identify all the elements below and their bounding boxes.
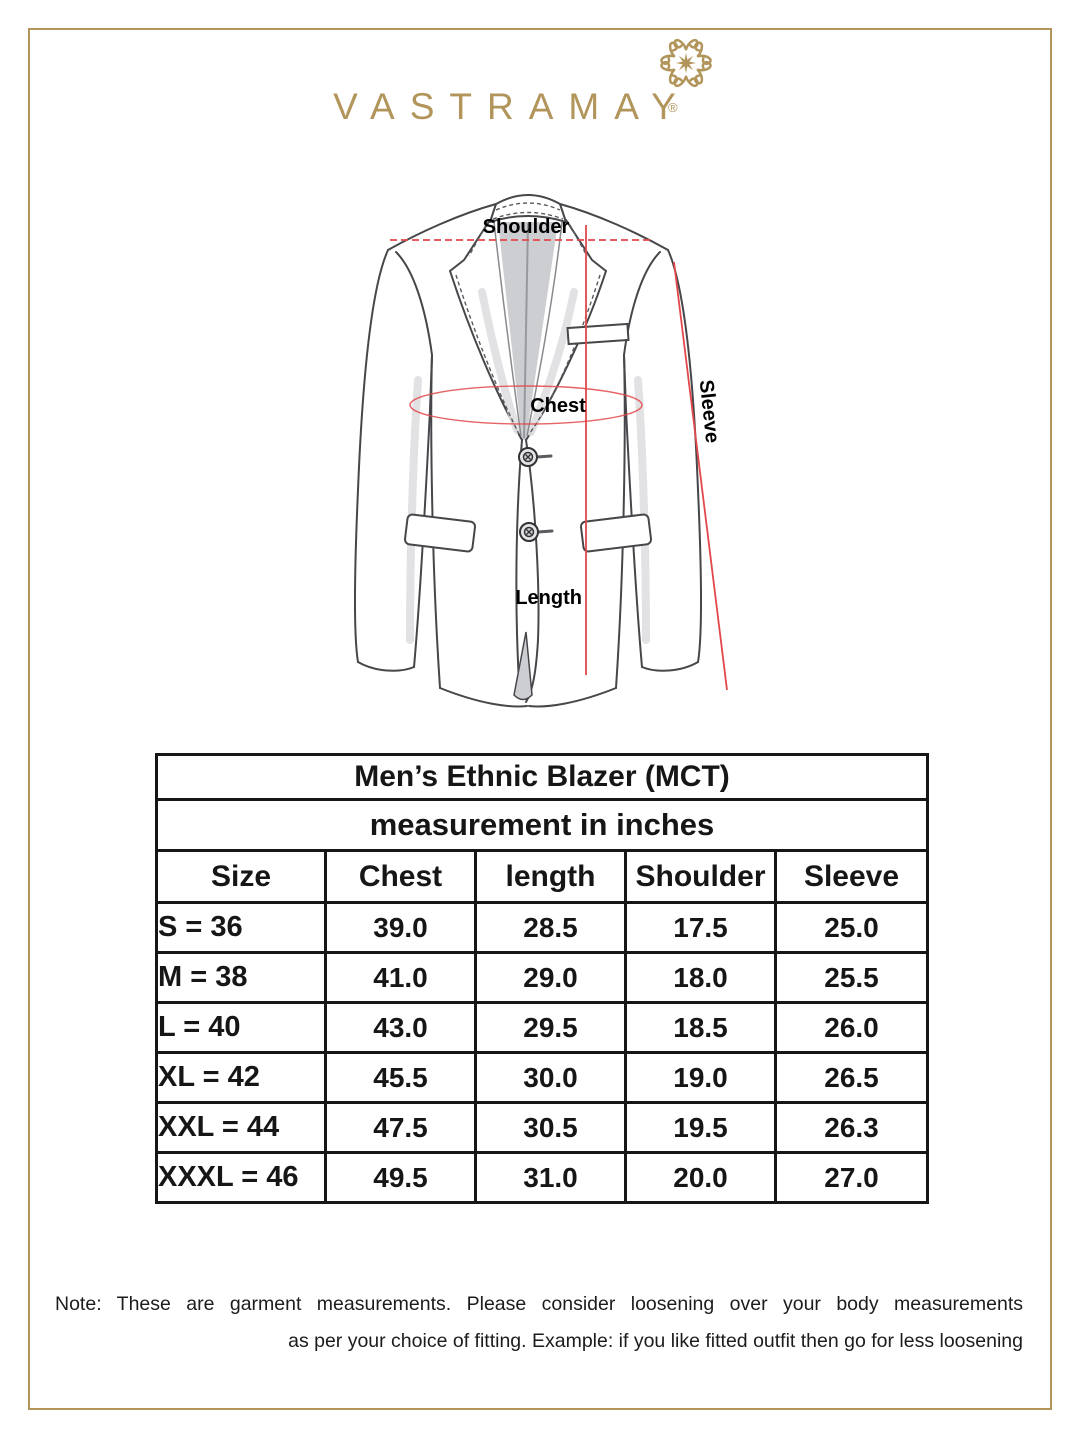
chest-cell: 47.5	[324, 1101, 477, 1154]
shoulder-cell: 18.0	[624, 951, 777, 1004]
table-subtitle: measurement in inches	[155, 798, 929, 852]
size-cell: L = 40	[155, 1001, 327, 1054]
chest-cell: 43.0	[324, 1001, 477, 1054]
brand-logo: VASTRAMAY ®	[0, 0, 1080, 150]
sleeve-label: Sleeve	[695, 379, 724, 444]
registered-trademark-symbol: ®	[668, 100, 678, 115]
size-cell: M = 38	[155, 951, 327, 1004]
table-row: XL = 42 45.5 30.0 19.0 26.5	[155, 1051, 929, 1104]
column-header-length: length	[474, 849, 627, 904]
table-row: M = 38 41.0 29.0 18.0 25.5	[155, 951, 929, 1004]
chest-pocket	[566, 322, 630, 346]
column-header-chest: Chest	[324, 849, 477, 904]
chest-cell: 41.0	[324, 951, 477, 1004]
length-cell: 29.0	[474, 951, 627, 1004]
measurement-note: Note: These are garment measurements. Pl…	[55, 1286, 1023, 1360]
length-cell: 29.5	[474, 1001, 627, 1054]
brand-wordmark: VASTRAMAY	[333, 86, 691, 127]
sleeve-cell: 26.5	[774, 1051, 929, 1104]
table-title: Men’s Ethnic Blazer (MCT)	[155, 753, 929, 801]
sleeve-cell: 25.5	[774, 951, 929, 1004]
note-line-2: as per your choice of fitting. Example: …	[288, 1330, 1023, 1352]
front-vent	[513, 631, 533, 701]
column-header-shoulder: Shoulder	[624, 849, 777, 904]
column-header-size: Size	[155, 849, 327, 904]
size-cell: XXL = 44	[155, 1101, 327, 1154]
shoulder-label: Shoulder	[483, 216, 570, 238]
brand-ornament-icon	[659, 38, 713, 88]
table-row: XXL = 44 47.5 30.5 19.5 26.3	[155, 1101, 929, 1154]
chest-cell: 39.0	[324, 901, 477, 954]
size-cell: XXXL = 46	[155, 1151, 327, 1204]
shoulder-cell: 17.5	[624, 901, 777, 954]
size-cell: XL = 42	[155, 1051, 327, 1104]
sleeve-cell: 27.0	[774, 1151, 929, 1204]
shoulder-cell: 19.0	[624, 1051, 777, 1104]
shoulder-cell: 20.0	[624, 1151, 777, 1204]
note-line-1: Note: These are garment measurements. Pl…	[55, 1293, 1023, 1315]
chest-label: Chest	[530, 395, 586, 417]
size-chart-table: Men’s Ethnic Blazer (MCT) measurement in…	[155, 753, 929, 1204]
right-flap-pocket	[579, 513, 653, 553]
sleeve-cell: 25.0	[774, 901, 929, 954]
table-subtitle-row: measurement in inches	[155, 798, 929, 852]
table-row: S = 36 39.0 28.5 17.5 25.0	[155, 901, 929, 954]
blazer-measurement-diagram: Shoulder Chest Length Sleeve	[330, 170, 730, 730]
inner-collar-area	[498, 222, 558, 440]
sleeve-cell: 26.3	[774, 1101, 929, 1154]
measurement-lines	[390, 225, 728, 691]
length-cell: 30.0	[474, 1051, 627, 1104]
length-cell: 31.0	[474, 1151, 627, 1204]
column-header-sleeve: Sleeve	[774, 849, 929, 904]
length-label: Length	[515, 587, 582, 609]
length-cell: 28.5	[474, 901, 627, 954]
chest-cell: 45.5	[324, 1051, 477, 1104]
table-row: L = 40 43.0 29.5 18.5 26.0	[155, 1001, 929, 1054]
shoulder-cell: 19.5	[624, 1101, 777, 1154]
length-cell: 30.5	[474, 1101, 627, 1154]
sleeve-cell: 26.0	[774, 1001, 929, 1054]
size-cell: S = 36	[155, 901, 327, 954]
table-header-row: Size Chest length Shoulder Sleeve	[155, 849, 929, 904]
shoulder-cell: 18.5	[624, 1001, 777, 1054]
chest-cell: 49.5	[324, 1151, 477, 1204]
buttons	[518, 447, 554, 542]
left-flap-pocket	[403, 513, 477, 553]
table-title-row: Men’s Ethnic Blazer (MCT)	[155, 753, 929, 801]
table-row: XXXL = 46 49.5 31.0 20.0 27.0	[155, 1151, 929, 1204]
lapel-fold-lines	[493, 221, 563, 437]
